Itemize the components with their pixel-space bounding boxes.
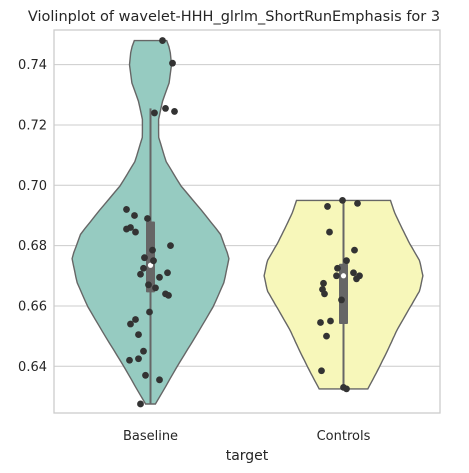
data-point [323, 332, 330, 340]
x-axis-label: target [226, 448, 269, 464]
y-tick-label: 0.70 [18, 179, 47, 194]
data-point [164, 269, 171, 277]
data-point [131, 212, 138, 219]
data-point [338, 296, 345, 304]
data-point [320, 279, 327, 287]
data-point [140, 347, 147, 355]
data-point [145, 281, 152, 289]
median-marker-controls [340, 273, 347, 279]
y-tick-labels: 0.64 0.66 0.68 0.70 0.72 0.74 [18, 58, 47, 375]
y-tick-label: 0.64 [18, 360, 47, 375]
data-point [354, 200, 361, 207]
data-point [351, 246, 358, 254]
data-point [149, 246, 156, 254]
data-point [123, 206, 130, 213]
data-point [126, 356, 133, 364]
data-point [159, 37, 166, 44]
data-point [327, 317, 334, 325]
data-point [132, 316, 139, 323]
data-point [317, 319, 324, 326]
y-tick-label: 0.74 [18, 58, 47, 73]
x-tick-label: Controls [317, 429, 371, 444]
data-point [167, 242, 174, 250]
y-tick-label: 0.72 [18, 118, 47, 133]
data-point [343, 385, 350, 393]
plot-frame [53, 29, 441, 414]
boxplots [146, 108, 348, 404]
data-point [350, 269, 357, 277]
data-point [326, 228, 333, 236]
data-point [334, 264, 341, 272]
data-point [132, 228, 139, 236]
data-point [146, 308, 153, 316]
data-point [144, 215, 151, 222]
data-point [162, 105, 169, 112]
data-point [324, 203, 331, 210]
data-point [156, 376, 163, 384]
data-point [137, 400, 144, 408]
data-point [151, 109, 158, 117]
data-point [123, 225, 130, 233]
data-point [343, 257, 350, 265]
chart-title: Violinplot of wavelet-HHH_glrlm_ShortRun… [28, 9, 440, 25]
data-point [150, 257, 157, 265]
data-point [152, 284, 159, 292]
data-point [137, 270, 144, 278]
data-point [339, 196, 346, 204]
y-tick-label: 0.68 [18, 239, 47, 254]
data-point [141, 254, 148, 262]
data-point [169, 59, 176, 67]
data-point [135, 355, 142, 363]
data-point [140, 264, 147, 272]
data-points [123, 37, 363, 408]
iqr-box-controls [339, 263, 348, 325]
median-marker-baseline [147, 262, 154, 268]
data-point [156, 273, 163, 281]
data-point [171, 108, 178, 115]
data-point [353, 275, 360, 283]
data-point [333, 272, 340, 280]
iqr-box-baseline [146, 221, 155, 293]
data-point [321, 290, 328, 298]
data-point [142, 371, 149, 379]
data-point [165, 291, 172, 299]
data-point [318, 367, 325, 375]
x-tick-label: Baseline [123, 429, 178, 444]
y-tick-label: 0.66 [18, 299, 47, 314]
data-point [135, 331, 142, 338]
x-tick-labels: Baseline Controls [123, 429, 371, 444]
violins [71, 39, 424, 405]
data-point [127, 320, 134, 328]
